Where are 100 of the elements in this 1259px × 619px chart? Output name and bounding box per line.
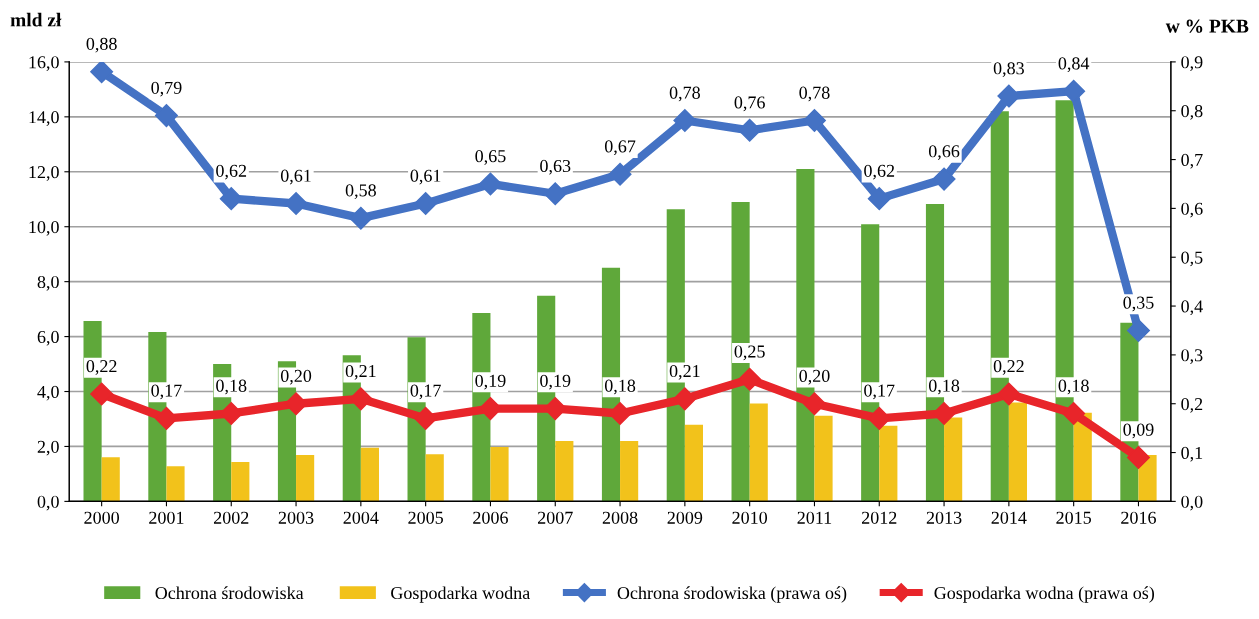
data-label: 0,78 bbox=[669, 86, 700, 102]
y2-tick-label: 0,0 bbox=[1181, 495, 1203, 511]
bar bbox=[814, 415, 833, 502]
y-tick-label: 14,0 bbox=[29, 111, 59, 126]
y2-axis-title: w % PKB bbox=[1165, 19, 1249, 33]
point bbox=[478, 172, 502, 196]
legend-label: Gospodarka wodna (prawa oś) bbox=[934, 586, 1155, 603]
point bbox=[867, 406, 891, 430]
bar bbox=[944, 417, 963, 502]
y2-tick-label: 0,9 bbox=[1181, 56, 1203, 71]
bar bbox=[879, 425, 898, 502]
point bbox=[543, 182, 567, 206]
bar bbox=[490, 447, 509, 502]
point bbox=[154, 406, 178, 430]
data-label: 0,62 bbox=[864, 164, 895, 180]
data-label: 0,19 bbox=[475, 374, 506, 390]
data-label: 0,62 bbox=[216, 164, 247, 180]
data-label: 0,18 bbox=[1058, 379, 1089, 395]
bar bbox=[425, 454, 444, 502]
y2-tick-label: 0,3 bbox=[1181, 349, 1203, 364]
data-label: 0,18 bbox=[928, 379, 960, 395]
x-tick-label: 2010 bbox=[732, 511, 768, 524]
y2-tick-label: 0,6 bbox=[1181, 202, 1203, 218]
data-label: 0,19 bbox=[540, 374, 571, 390]
point bbox=[90, 61, 114, 84]
point bbox=[1062, 401, 1086, 425]
x-tick-label: 2001 bbox=[149, 511, 184, 524]
point bbox=[738, 118, 762, 142]
data-label: 0,09 bbox=[1123, 423, 1154, 439]
data-label: 0,61 bbox=[410, 169, 441, 185]
data-label: 0,63 bbox=[540, 159, 571, 175]
data-label: 0,21 bbox=[669, 364, 700, 380]
data-label: 0,22 bbox=[86, 360, 117, 375]
data-label: 0,20 bbox=[280, 369, 312, 385]
point bbox=[673, 387, 697, 411]
data-label: 0,17 bbox=[410, 384, 441, 400]
point bbox=[478, 397, 502, 421]
data-label: 0,22 bbox=[993, 360, 1024, 375]
point bbox=[802, 392, 826, 416]
y-tick-label: 4,0 bbox=[37, 385, 59, 401]
x-tick-label: 2011 bbox=[797, 511, 832, 524]
point bbox=[608, 162, 632, 186]
data-label: 0,83 bbox=[993, 62, 1024, 77]
data-label: 0,88 bbox=[86, 37, 117, 53]
data-label: 0,17 bbox=[151, 384, 182, 400]
legend-label: Ochrona środowiska bbox=[155, 586, 304, 600]
point bbox=[90, 382, 114, 406]
point bbox=[1126, 318, 1150, 342]
bar bbox=[684, 424, 703, 502]
x-tick-label: 2003 bbox=[278, 511, 314, 524]
point bbox=[414, 406, 438, 430]
x-tick-label: 2006 bbox=[473, 511, 508, 524]
x-tick-label: 2002 bbox=[213, 511, 249, 524]
x-tick-label: 2012 bbox=[862, 511, 897, 524]
y-tick-label: 8,0 bbox=[37, 275, 59, 291]
point bbox=[349, 387, 373, 411]
data-label: 0,79 bbox=[151, 81, 182, 97]
bar bbox=[749, 403, 768, 502]
legend-label: Gospodarka wodna bbox=[391, 586, 530, 603]
data-label: 0,78 bbox=[799, 86, 830, 102]
point bbox=[738, 367, 762, 391]
data-label: 0,61 bbox=[280, 169, 311, 185]
bar bbox=[1008, 402, 1028, 502]
y-tick-label: 16,0 bbox=[29, 56, 59, 71]
y-tick-label: 10,0 bbox=[29, 220, 59, 236]
data-label: 0,21 bbox=[345, 364, 376, 380]
bar bbox=[620, 440, 639, 502]
x-tick-label: 2000 bbox=[84, 511, 120, 524]
point bbox=[414, 192, 438, 216]
data-label: 0,35 bbox=[1123, 296, 1154, 312]
point bbox=[867, 187, 891, 211]
y2-tick-label: 0,7 bbox=[1181, 153, 1203, 169]
y2-tick-label: 0,5 bbox=[1181, 251, 1203, 267]
legend-label: Ochrona środowiska (prawa oś) bbox=[617, 586, 847, 603]
x-tick-label: 2009 bbox=[667, 511, 703, 524]
bar bbox=[296, 454, 315, 502]
point bbox=[932, 167, 956, 191]
bar bbox=[555, 440, 574, 502]
data-label: 0,65 bbox=[475, 150, 506, 165]
point bbox=[997, 84, 1021, 108]
y2-tick-label: 0,1 bbox=[1181, 446, 1203, 462]
data-label: 0,25 bbox=[734, 345, 765, 361]
data-label: 0,17 bbox=[864, 384, 895, 400]
bar bbox=[166, 466, 185, 502]
point bbox=[802, 109, 826, 132]
point bbox=[349, 206, 373, 230]
x-tick-label: 2008 bbox=[602, 511, 638, 524]
x-tick-label: 2007 bbox=[537, 511, 573, 524]
y-tick-label: 12,0 bbox=[29, 166, 59, 181]
y-axis-title: mld zł bbox=[10, 12, 62, 27]
x-tick-label: 2004 bbox=[343, 511, 379, 524]
data-label: 0,18 bbox=[216, 379, 247, 395]
y-tick-label: 0,0 bbox=[37, 495, 59, 511]
data-label: 0,18 bbox=[604, 379, 636, 395]
point bbox=[1126, 445, 1150, 469]
point bbox=[997, 382, 1021, 406]
y2-tick-label: 0,8 bbox=[1181, 104, 1203, 120]
x-tick-label: 2014 bbox=[991, 511, 1027, 524]
y2-tick-label: 0,2 bbox=[1181, 397, 1203, 413]
data-label: 0,58 bbox=[345, 184, 376, 200]
